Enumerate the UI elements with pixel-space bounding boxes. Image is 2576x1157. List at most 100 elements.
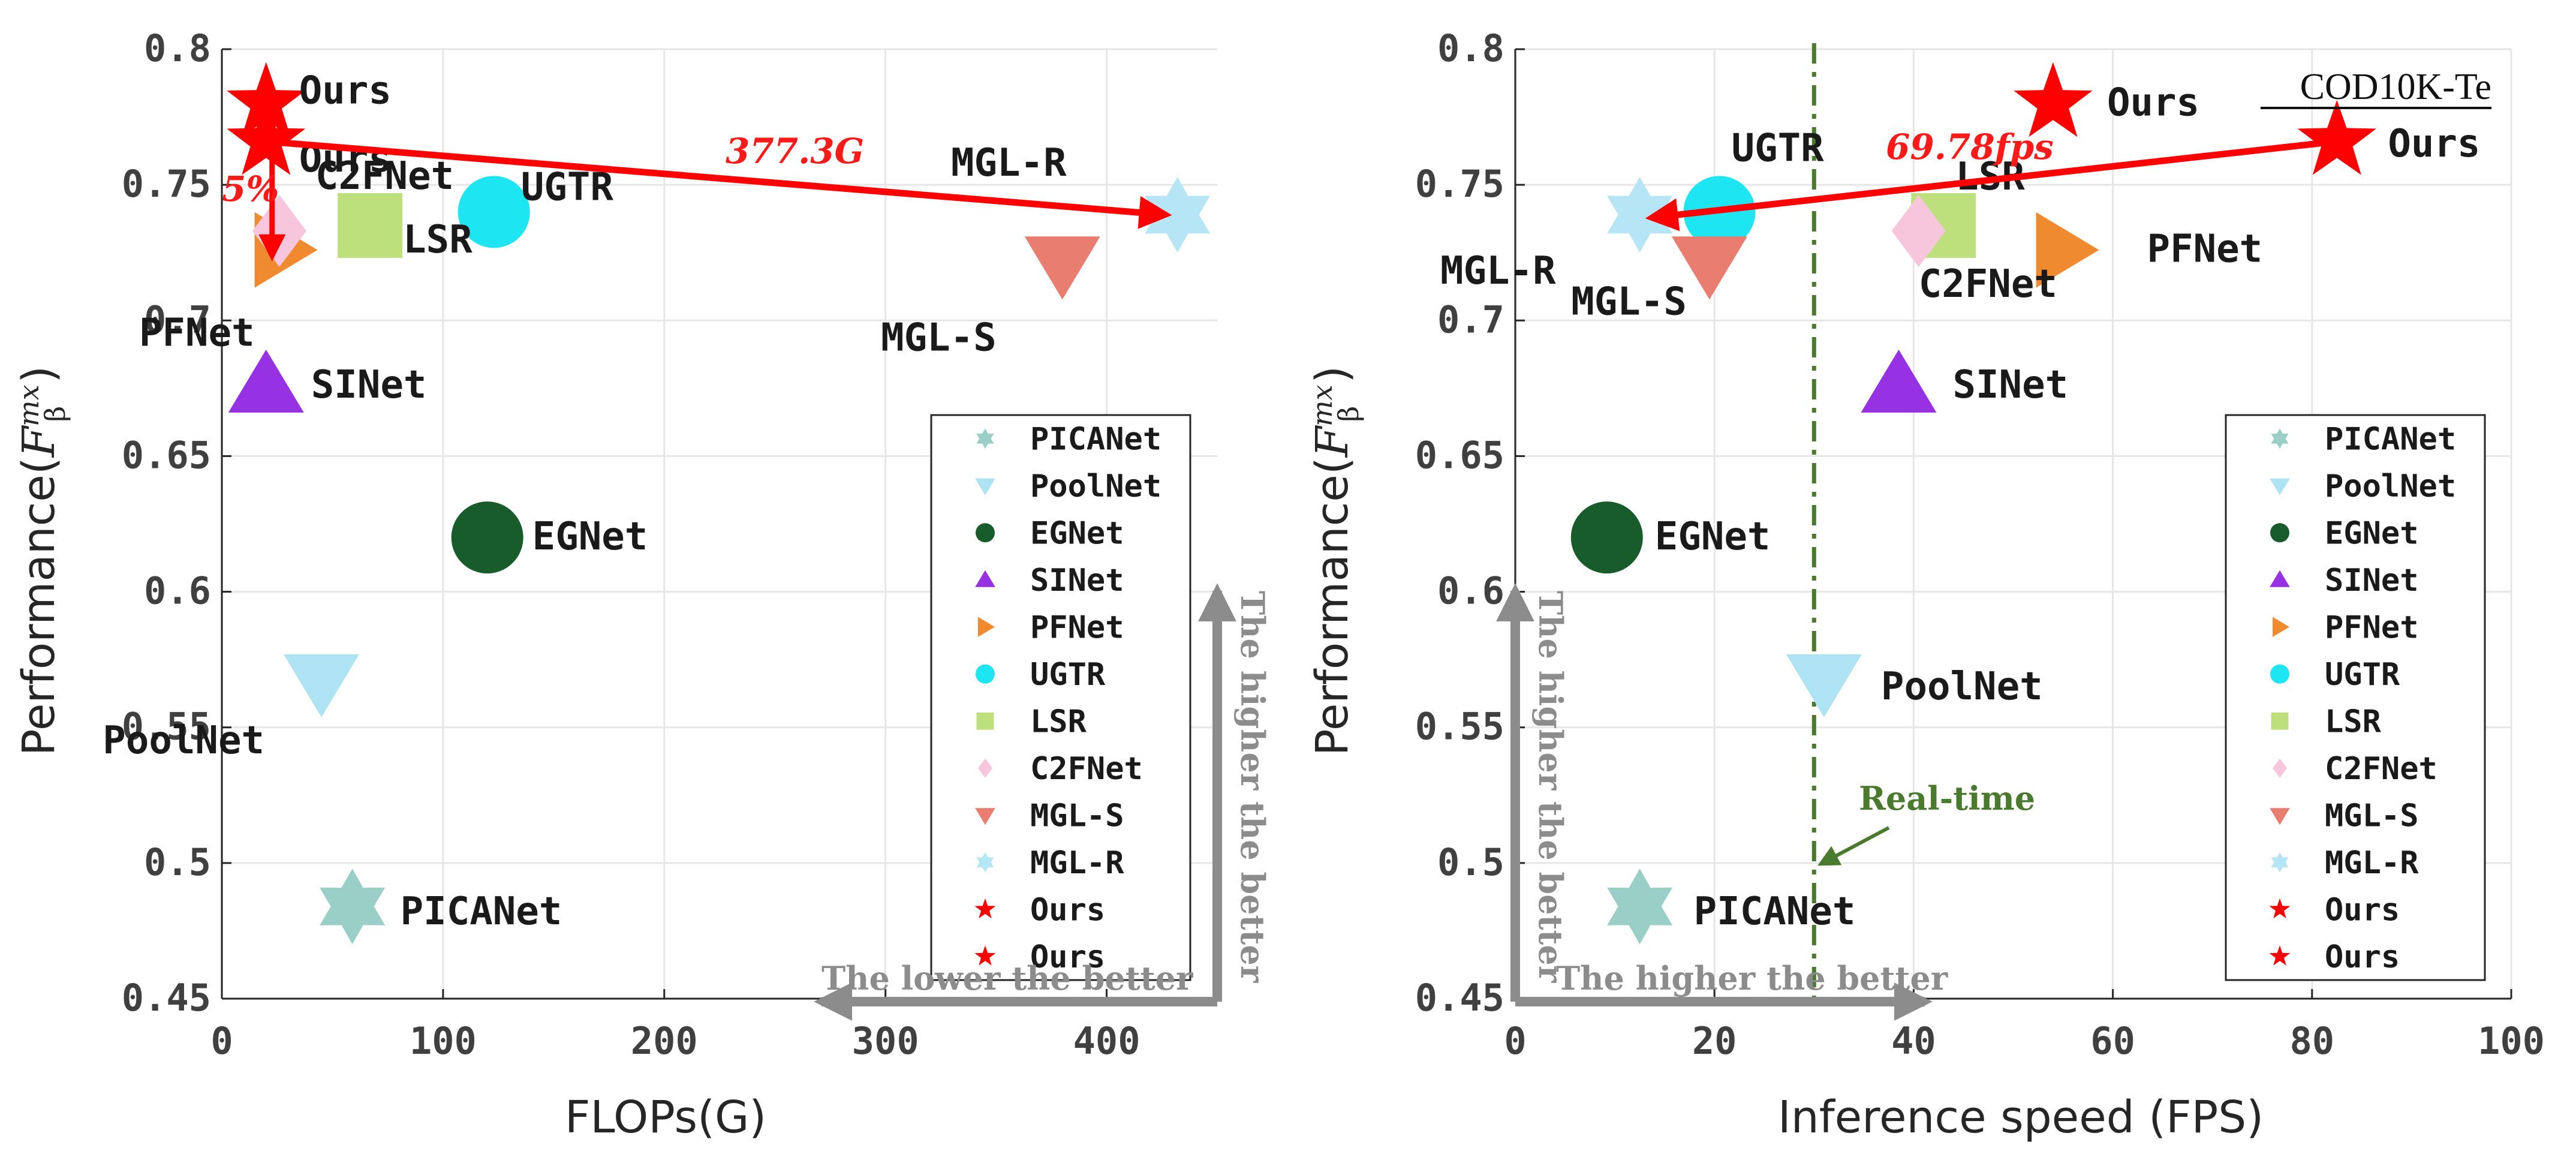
perf-gap-label: 5% — [222, 169, 279, 209]
point-ours: Ours — [2297, 100, 2480, 175]
point-ours: Ours — [227, 62, 392, 137]
legend-entry-ours: Ours — [2325, 892, 2400, 928]
marker-mgl-r-9 — [1607, 176, 1673, 253]
legend-marker-sinet-3 — [2270, 570, 2290, 587]
marker-ours-10 — [2014, 62, 2093, 137]
hint-y-label: The higher the better — [1531, 591, 1570, 983]
point-picanet: PICANet — [1607, 868, 1856, 945]
legend-entry-ours: Ours — [1030, 939, 1105, 975]
y-tick-label-0: 0.45 — [1415, 976, 1504, 1020]
legend-marker-c2fnet-7 — [978, 758, 992, 778]
legend-entry-picanet: PICANet — [1030, 421, 1161, 457]
x-tick-label-4: 80 — [2289, 1019, 2334, 1063]
marker-mgl-s-8 — [1024, 236, 1100, 300]
legend-box — [930, 414, 1191, 981]
y-axis-title-close: ) — [13, 366, 65, 383]
marker-c2fnet-7 — [1891, 195, 1946, 268]
fps-chart: 0 20 40 60 80 100 0.45 0.5 0.55 0.6 0.65 0.7 0.75 0.8… — [1306, 26, 2545, 1143]
y-axis-title-subscript: β — [39, 406, 71, 422]
marker-lsr-6 — [338, 193, 403, 258]
point-label-ours: Ours — [299, 68, 392, 113]
point-label-egnet: EGNet — [532, 515, 648, 559]
y-axis-title-superscript: mx — [13, 384, 45, 426]
point-label-lsr: LSR — [403, 218, 473, 262]
marker-pfnet-4 — [2036, 212, 2099, 288]
speed-gap-arrow — [1645, 138, 2337, 232]
legend-entry-ugtr: UGTR — [1030, 657, 1106, 693]
point-sinet: SINet — [1861, 349, 2068, 413]
x-axis-title: FLOPs(G) — [565, 1092, 766, 1143]
legend-entry-pfnet: PFNet — [2325, 609, 2419, 645]
marker-egnet-2 — [451, 501, 523, 574]
point-lsr: LSR — [338, 193, 473, 262]
legend-entry-sinet: SINet — [2325, 563, 2419, 599]
x-tick-label-2: 200 — [631, 1019, 698, 1063]
legend-entry-lsr: LSR — [1030, 704, 1087, 740]
y-tick-label-3: 0.6 — [144, 569, 211, 613]
x-axis-title: Inference speed (FPS) — [1778, 1092, 2264, 1143]
point-label-poolnet: PoolNet — [103, 719, 264, 763]
legend-marker-pfnet-4 — [2273, 617, 2289, 638]
point-label-mgl-s: MGL-S — [881, 315, 997, 360]
x-tick-label-0: 0 — [210, 1019, 233, 1063]
y-tick-label-6: 0.75 — [1415, 162, 1504, 206]
legend-marker-picanet-0 — [2271, 428, 2289, 449]
legend-marker-mgl-s-8 — [975, 808, 995, 825]
flops-chart: 0 100 200 300 400 0.45 0.5 0.55 0.6 0.65 0.7 0.75 0.… — [13, 26, 1272, 1143]
legend-marker-c2fnet-7 — [2273, 758, 2287, 778]
point-ours: Ours — [2014, 62, 2199, 137]
legend-entry-ours: Ours — [2325, 939, 2400, 975]
y-axis-title: Performance(Fmxβ) — [1306, 366, 1365, 756]
point-label-mgl-s: MGL-S — [1571, 280, 1687, 324]
marker-egnet-2 — [1570, 501, 1643, 574]
x-tick-label-2: 40 — [1891, 1019, 1936, 1063]
legend-marker-poolnet-1 — [2270, 478, 2290, 495]
legend-entry-ours: Ours — [1030, 892, 1105, 928]
x-tick-label-0: 0 — [1504, 1019, 1526, 1063]
point-label-sinet: SINet — [311, 363, 427, 407]
point-label-picanet: PICANet — [1694, 889, 1856, 934]
marker-poolnet-1 — [1786, 654, 1862, 717]
x-tick-label-3: 300 — [852, 1019, 919, 1063]
point-c2fnet: C2FNet — [1891, 195, 2057, 306]
realtime-arrow — [1817, 826, 1890, 866]
marker-mgl-s-8 — [1671, 236, 1747, 300]
dataset-title: COD10K-Te — [2300, 67, 2491, 107]
legend-marker-sinet-3 — [975, 570, 995, 587]
y-tick-label-4: 0.65 — [122, 433, 211, 477]
y-tick-label-1: 0.5 — [144, 840, 211, 884]
y-axis-title-symbol: F — [13, 425, 65, 458]
legend-marker-egnet-2 — [2270, 523, 2289, 543]
legend-marker-mgl-r-9 — [976, 852, 994, 873]
point-mgl-s: MGL-S — [1571, 236, 1747, 324]
legend-marker-ugtr-5 — [976, 664, 995, 684]
point-label-ours: Ours — [2107, 80, 2199, 125]
point-label-mgl-r: MGL-R — [1440, 249, 1556, 293]
legend: PICANet PoolNet EGNet SINet PFNet UGTR LSR C2FN… — [2225, 414, 2486, 981]
legend-entry-egnet: EGNet — [2325, 515, 2419, 551]
point-poolnet: PoolNet — [1786, 654, 2043, 717]
point-label-ugtr: UGTR — [521, 165, 614, 209]
marker-poolnet-1 — [284, 654, 359, 717]
legend-entry-mgl-r: MGL-R — [2325, 845, 2419, 881]
hint-y-label: The higher the better — [1233, 591, 1272, 983]
y-tick-label-2: 0.55 — [1415, 705, 1504, 749]
legend-entry-mgl-r: MGL-R — [1030, 845, 1124, 881]
legend-marker-lsr-6 — [976, 712, 994, 730]
legend-entry-mgl-s: MGL-S — [1030, 798, 1124, 834]
point-label-picanet: PICANet — [401, 889, 562, 934]
y-axis-title-subscript: β — [1332, 406, 1365, 422]
point-label-egnet: EGNet — [1655, 515, 1771, 559]
marker-mgl-r-9 — [1145, 176, 1211, 253]
x-tick-label-3: 60 — [2090, 1019, 2135, 1063]
legend-marker-picanet-0 — [976, 428, 994, 449]
legend: PICANet PoolNet EGNet SINet PFNet UGTR LSR C2FN… — [930, 414, 1191, 981]
marker-ours-11 — [227, 100, 306, 175]
marker-ours-10 — [227, 62, 306, 137]
marker-ours-11 — [2297, 100, 2376, 175]
point-label-mgl-r: MGL-R — [951, 141, 1067, 185]
point-picanet: PICANet — [320, 868, 562, 945]
y-tick-label-4: 0.65 — [1415, 433, 1504, 477]
y-tick-label-6: 0.75 — [122, 162, 211, 206]
